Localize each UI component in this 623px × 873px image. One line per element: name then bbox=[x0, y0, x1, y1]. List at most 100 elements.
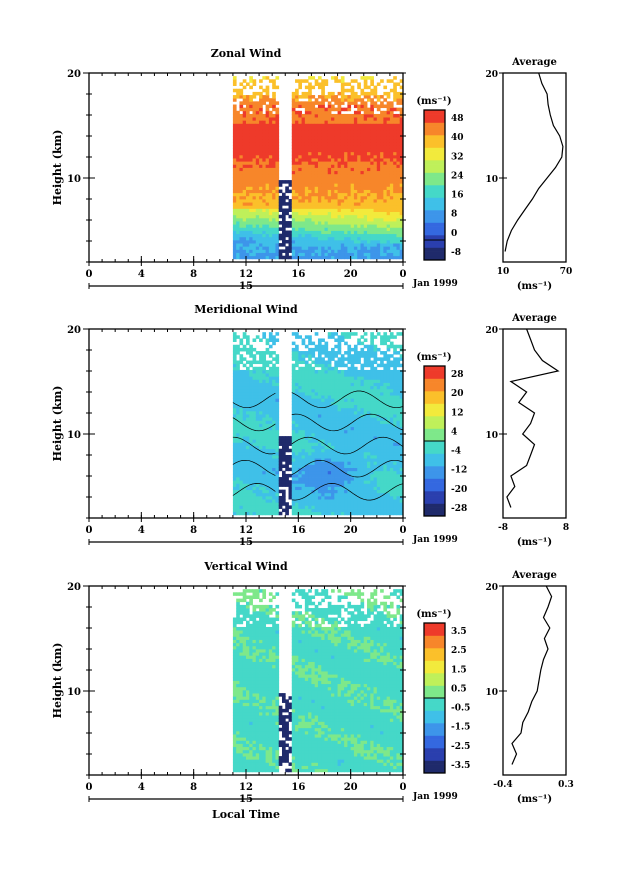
colorbar-swatch bbox=[424, 164, 445, 169]
heatmap-cell bbox=[380, 117, 384, 121]
heatmap-cell bbox=[367, 426, 371, 431]
heatmap-cell bbox=[383, 129, 388, 134]
heatmap-cell bbox=[389, 88, 394, 93]
heatmap-cell bbox=[242, 161, 247, 165]
heatmap-cell bbox=[246, 227, 250, 231]
heatmap-cell bbox=[357, 154, 361, 159]
heatmap-cell bbox=[298, 154, 302, 159]
heatmap-cell bbox=[288, 480, 293, 484]
heatmap-cell bbox=[301, 129, 306, 134]
heatmap-cell bbox=[232, 502, 237, 506]
heatmap-cell bbox=[363, 211, 368, 216]
heatmap-cell bbox=[298, 502, 302, 506]
heatmap-cell bbox=[249, 429, 253, 434]
heatmap-cell bbox=[367, 486, 371, 491]
heatmap-cell bbox=[389, 107, 394, 112]
heatmap-cell bbox=[360, 502, 365, 506]
heatmap-cell bbox=[363, 236, 368, 241]
heatmap-cell bbox=[232, 236, 237, 241]
heatmap-cell bbox=[242, 205, 247, 209]
colorbar-label: -8 bbox=[451, 248, 461, 258]
heatmap-cell bbox=[334, 410, 338, 415]
heatmap-cell bbox=[327, 161, 332, 165]
heatmap-cell bbox=[321, 208, 325, 212]
heatmap-cell bbox=[317, 511, 322, 516]
heatmap-cell bbox=[311, 161, 316, 165]
heatmap-cell bbox=[350, 492, 355, 497]
heatmap-cell bbox=[259, 236, 263, 241]
heatmap-cell bbox=[340, 183, 345, 187]
heatmap-cell bbox=[340, 379, 345, 383]
heatmap-cell bbox=[298, 432, 302, 437]
heatmap-cell bbox=[340, 167, 345, 172]
heatmap-cell bbox=[327, 255, 332, 260]
heatmap-cell bbox=[275, 492, 280, 497]
heatmap-cell bbox=[324, 233, 329, 238]
heatmap-cell bbox=[259, 136, 263, 140]
heatmap-cell bbox=[399, 136, 404, 140]
heatmap-cell bbox=[344, 145, 348, 149]
heatmap-cell bbox=[337, 360, 342, 365]
heatmap-cell bbox=[291, 186, 296, 190]
heatmap-cell bbox=[367, 176, 371, 181]
heatmap-cell bbox=[259, 407, 263, 412]
heatmap-cell bbox=[370, 136, 374, 140]
heatmap-cell bbox=[272, 492, 276, 497]
heatmap-cell bbox=[337, 388, 342, 393]
heatmap-cell bbox=[357, 123, 361, 127]
heatmap-cell bbox=[239, 151, 244, 156]
heatmap-cell bbox=[337, 373, 342, 377]
heatmap-cell bbox=[389, 205, 394, 209]
heatmap-cell bbox=[324, 401, 329, 405]
heatmap-cell bbox=[386, 252, 391, 257]
heatmap-cell bbox=[246, 439, 250, 443]
heatmap-cell bbox=[321, 180, 325, 184]
heatmap-cell bbox=[239, 199, 244, 203]
heatmap-cell bbox=[367, 123, 371, 127]
heatmap-cell bbox=[268, 123, 273, 127]
heatmap-cell bbox=[308, 426, 312, 431]
heatmap-cell bbox=[353, 354, 358, 358]
heatmap-cell bbox=[363, 486, 368, 491]
heatmap-cell bbox=[239, 407, 244, 412]
heatmap-cell bbox=[236, 249, 240, 253]
heatmap-cell bbox=[291, 211, 296, 216]
heatmap-cell bbox=[304, 464, 309, 468]
heatmap-cell bbox=[301, 246, 306, 250]
heatmap-cell bbox=[304, 249, 309, 253]
heatmap-cell bbox=[324, 385, 329, 390]
heatmap-cell bbox=[386, 233, 391, 238]
heatmap-cell bbox=[301, 360, 306, 365]
heatmap-cell bbox=[268, 170, 273, 175]
heatmap-cell bbox=[239, 88, 244, 93]
heatmap-cell bbox=[308, 236, 312, 241]
heatmap-cell bbox=[291, 246, 296, 250]
heatmap-cell bbox=[311, 167, 316, 172]
heatmap-cell bbox=[291, 170, 296, 175]
heatmap-cell bbox=[367, 429, 371, 434]
heatmap-cell bbox=[308, 239, 312, 244]
heatmap-cell bbox=[295, 344, 299, 349]
heatmap-cell bbox=[304, 154, 309, 159]
heatmap-cell bbox=[308, 221, 312, 225]
heatmap-cell bbox=[259, 451, 263, 456]
heatmap-cell bbox=[373, 192, 378, 197]
heatmap-cell bbox=[259, 110, 263, 115]
heatmap-cell bbox=[317, 404, 322, 409]
heatmap-cell bbox=[347, 426, 352, 431]
heatmap-cell bbox=[317, 420, 322, 424]
heatmap-cell bbox=[259, 373, 263, 377]
heatmap-cell bbox=[389, 139, 394, 143]
heatmap-cell bbox=[353, 123, 358, 127]
heatmap-cell bbox=[265, 379, 270, 383]
heatmap-cell bbox=[262, 243, 267, 247]
heatmap-cell bbox=[301, 376, 306, 380]
colorbar-swatch bbox=[424, 110, 445, 115]
heatmap-cell bbox=[239, 224, 244, 228]
heatmap-cell bbox=[272, 480, 276, 484]
heatmap-cell bbox=[252, 145, 257, 149]
heatmap-cell bbox=[314, 255, 319, 260]
heatmap-cell bbox=[232, 161, 237, 165]
heatmap-cell bbox=[386, 95, 391, 99]
heatmap-cell bbox=[393, 82, 397, 86]
